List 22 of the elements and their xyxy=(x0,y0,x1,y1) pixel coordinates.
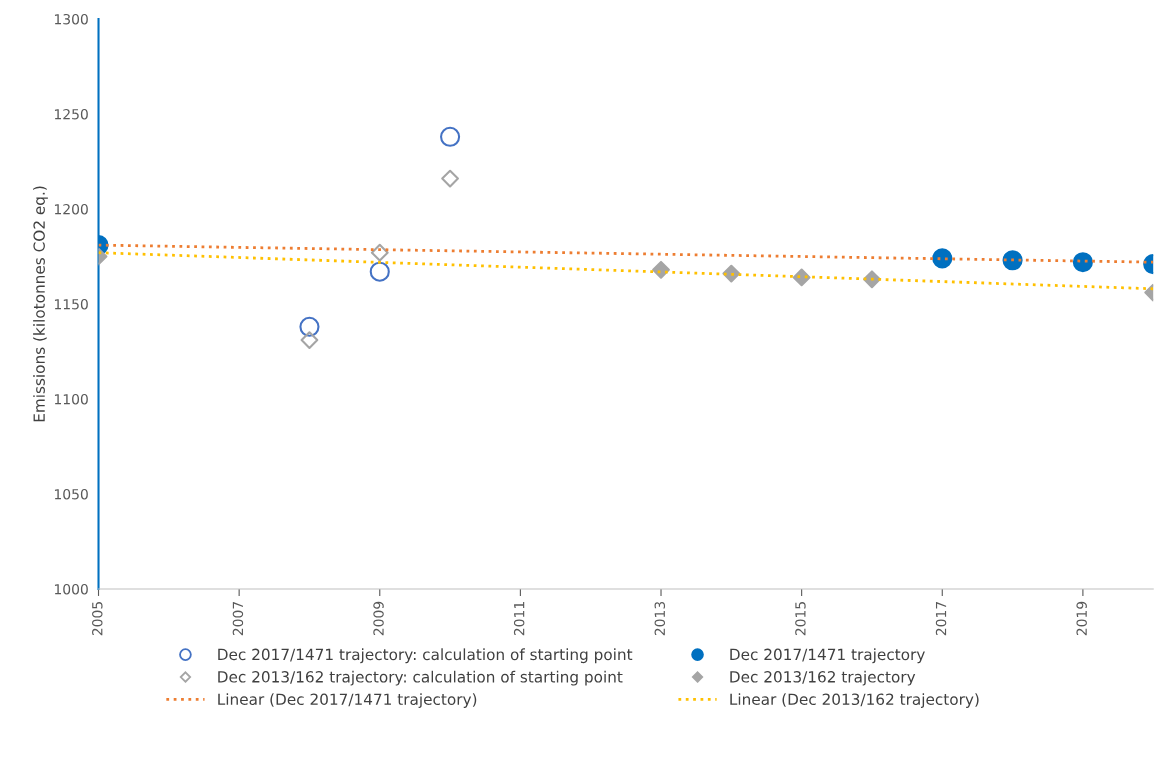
y-tick-label: 1250 xyxy=(54,108,88,120)
x-tick-label: 2007 xyxy=(232,601,244,636)
legend-label: Dec 2013/162 trajectory xyxy=(730,670,916,686)
legend-label: Dec 2017/1471 trajectory xyxy=(730,648,925,664)
x-tick-label: 2015 xyxy=(795,602,806,636)
y-tick-label: 1100 xyxy=(54,393,88,405)
legend-label: Linear (Dec 2013/162 trajectory) xyxy=(730,693,979,708)
legend-label: Dec 2013/162 trajectory: calculation of starting point xyxy=(218,670,623,686)
y-tick-label: 1200 xyxy=(54,203,88,215)
y-tick-label: 1050 xyxy=(54,488,88,500)
y-axis-title: Emissions (kilotonnes CO2 eq.) xyxy=(33,186,48,422)
y-tick-label: 1300 xyxy=(54,13,88,25)
y-tick-label: 1000 xyxy=(54,583,88,595)
x-tick-label: 2013 xyxy=(654,601,666,636)
x-tick-label: 2019 xyxy=(1076,601,1087,636)
legend-label: Linear (Dec 2017/1471 trajectory) xyxy=(218,693,477,708)
y-tick-label: 1150 xyxy=(54,298,88,310)
x-tick-label: 2009 xyxy=(373,601,384,636)
x-tick-label: 2011 xyxy=(513,602,525,636)
x-tick-label: 2017 xyxy=(935,601,947,636)
x-tick-label: 2005 xyxy=(92,602,103,636)
legend-label: Dec 2017/1471 trajectory: calculation of starting point xyxy=(218,648,633,664)
